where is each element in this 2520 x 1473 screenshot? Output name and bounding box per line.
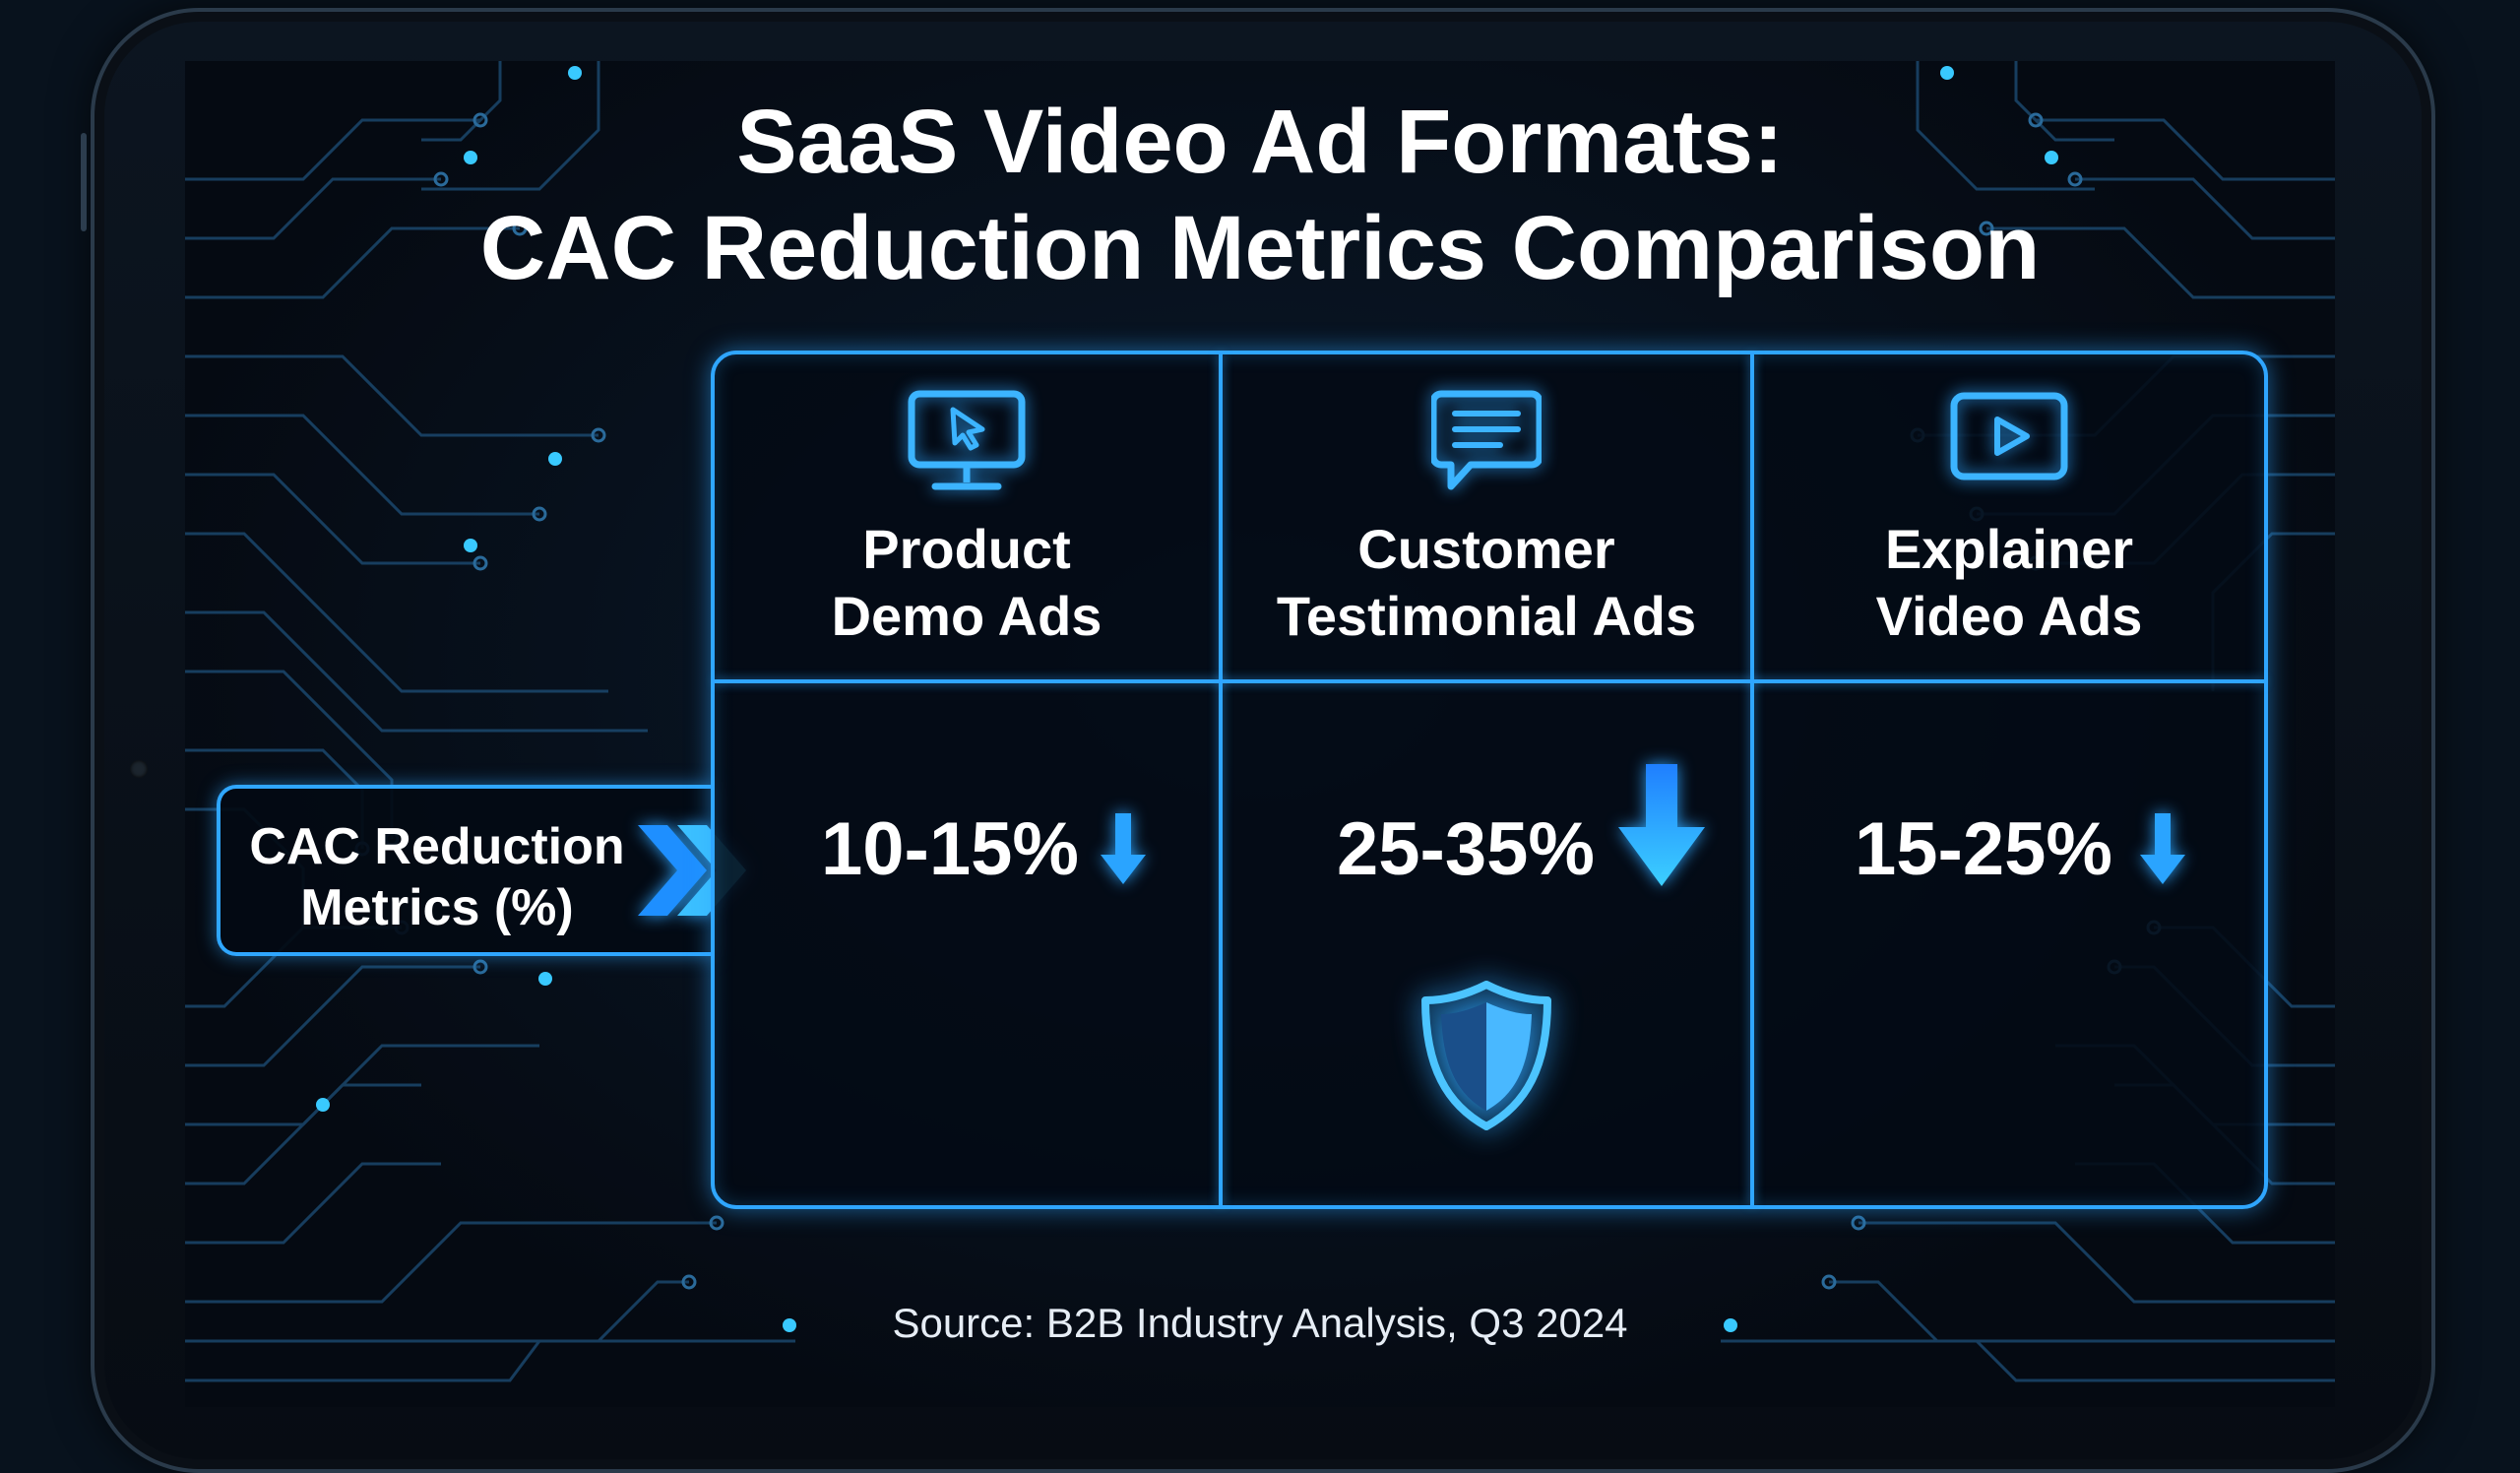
value-cell-product-demo: 10-15% (715, 685, 1219, 1209)
title-line-1: SaaS Video Ad Formats: (736, 92, 1784, 192)
column-header-line-2: Testimonial Ads (1276, 585, 1697, 647)
monitor-cursor-icon (908, 390, 1026, 490)
page-title: SaaS Video Ad Formats: CAC Reduction Met… (185, 89, 2335, 301)
column-header-label: Customer Testimonial Ads (1223, 516, 1750, 650)
shield-icon (1421, 981, 1551, 1130)
header-divider (715, 679, 2264, 683)
play-video-icon (1950, 392, 2068, 480)
column-header-customer-testimonial: Customer Testimonial Ads (1223, 354, 1750, 681)
metric-value: 25-35% (1337, 807, 1595, 891)
tablet-side-button (81, 133, 87, 231)
column-header-explainer-video: Explainer Video Ads (1754, 354, 2264, 681)
row-header-label: CAC Reduction Metrics (%) (220, 816, 654, 938)
value-cell-customer-testimonial: 25-35% (1223, 685, 1750, 1209)
row-header-line-1: CAC Reduction (249, 818, 625, 875)
down-arrow-icon (1101, 813, 1146, 884)
title-line-2: CAC Reduction Metrics Comparison (479, 198, 2041, 298)
column-header-line-1: Customer (1357, 518, 1615, 580)
metric-value: 10-15% (821, 807, 1079, 891)
column-header-line-2: Demo Ads (831, 585, 1102, 647)
column-header-product-demo: Product Demo Ads (715, 354, 1219, 681)
tablet-camera (130, 760, 148, 778)
down-arrow-icon (2140, 813, 2185, 884)
column-header-line-1: Explainer (1884, 518, 2134, 580)
column-header-label: Explainer Video Ads (1754, 516, 2264, 650)
comparison-table: Product Demo Ads Customer Testimonial Ad… (711, 351, 2268, 1209)
column-header-line-1: Product (862, 518, 1071, 580)
column-header-line-2: Video Ads (1875, 585, 2143, 647)
metric-value: 15-25% (1855, 807, 2112, 891)
column-divider (1750, 354, 1754, 1205)
row-header-cac-reduction: CAC Reduction Metrics (%) (217, 785, 715, 956)
chat-bubble-icon (1431, 390, 1542, 490)
value-cell-explainer-video: 15-25% (1754, 685, 2264, 1209)
source-note: Source: B2B Industry Analysis, Q3 2024 (892, 1300, 1628, 1346)
column-divider (1219, 354, 1223, 1205)
column-header-label: Product Demo Ads (715, 516, 1219, 650)
row-header-line-2: Metrics (%) (300, 879, 574, 936)
down-arrow-icon (1618, 764, 1705, 886)
